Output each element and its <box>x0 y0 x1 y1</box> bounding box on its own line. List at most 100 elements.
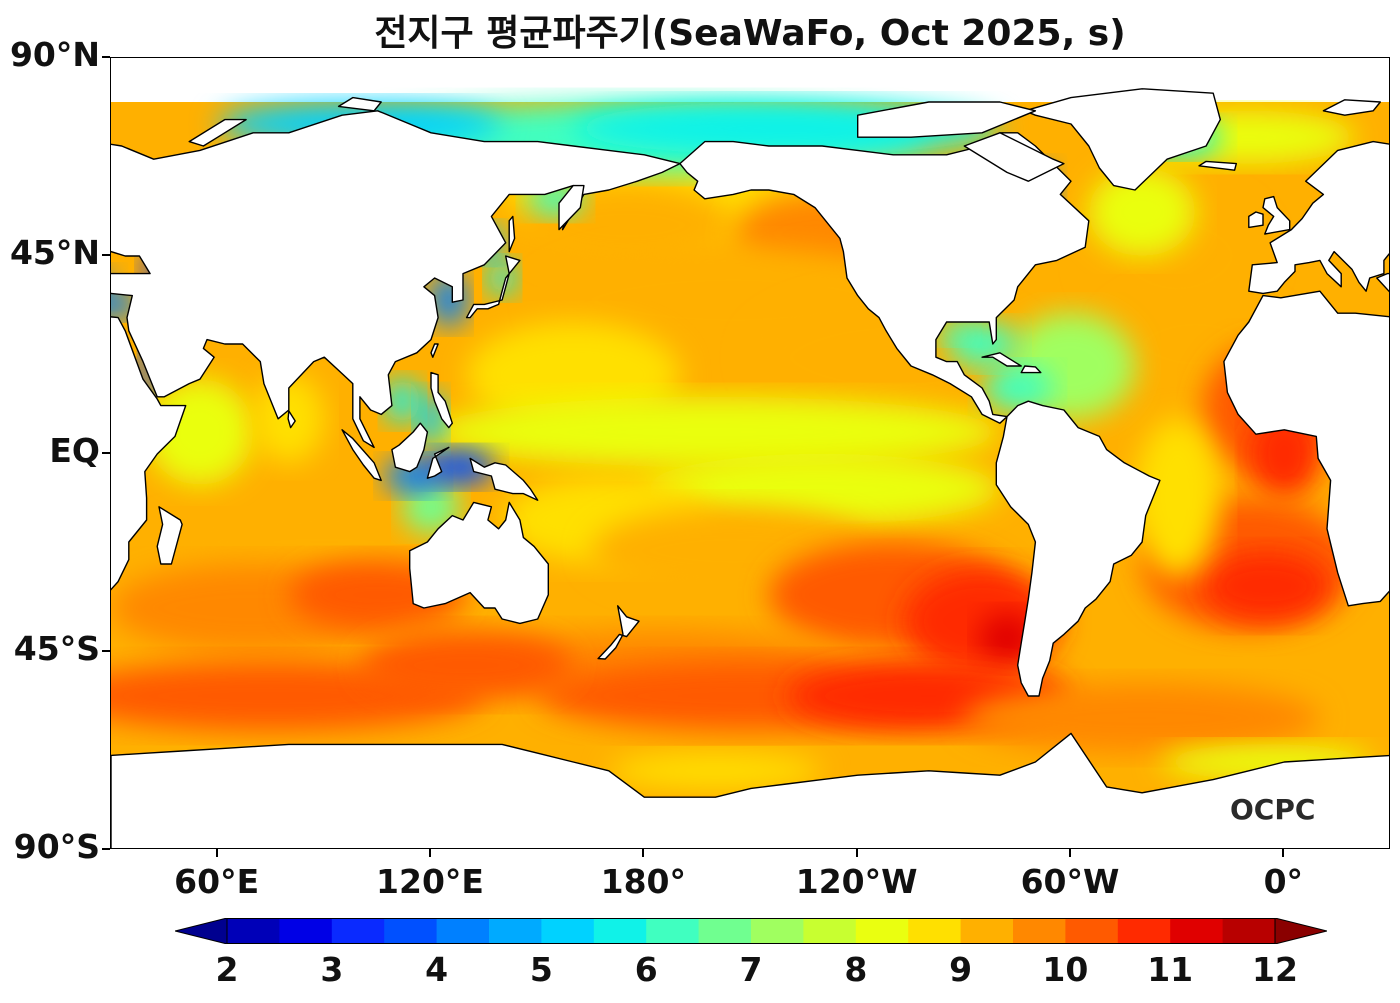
x-tick-label: 180° <box>600 862 687 901</box>
colorbar-bin <box>1065 918 1119 944</box>
wave-period-region <box>1135 418 1221 578</box>
x-tick-label: 120°W <box>795 862 918 901</box>
colorbar-bin <box>489 918 542 944</box>
colorbar-bin <box>1013 918 1066 944</box>
colorbar-frame <box>226 918 1276 944</box>
shallow-sea-region <box>384 379 421 424</box>
wave-period-region <box>1088 168 1196 256</box>
shallow-sea-region <box>423 449 496 485</box>
wave-period-region <box>359 630 574 701</box>
borneo-landmass <box>391 422 429 473</box>
colorbar-bin <box>1117 918 1171 944</box>
y-tick-label: 45°N <box>9 233 100 272</box>
wave-period-region <box>402 480 460 534</box>
x-tick-label: 60°W <box>1020 862 1120 901</box>
colorbar-bin <box>698 918 752 944</box>
colorbar-bin <box>646 918 700 944</box>
wave-period-region <box>964 682 1320 754</box>
y-tick-mark <box>102 848 110 850</box>
wave-period-region <box>431 396 1000 468</box>
colorbar-bin <box>384 918 438 944</box>
colorbar-tick-label: 12 <box>1252 950 1298 989</box>
eurasia-landmass <box>1248 140 1389 295</box>
colorbar-bin <box>960 918 1014 944</box>
colorbar-bin <box>908 918 962 944</box>
x-tick-label: 60°E <box>174 862 260 901</box>
severnaya-landmass <box>337 96 382 112</box>
colorbar-extend-low <box>174 917 228 945</box>
madagascar-landmass <box>156 506 183 565</box>
x-tick-mark <box>1282 849 1285 857</box>
greenland-landmass <box>1024 88 1221 191</box>
taiwan-landmass <box>430 343 439 358</box>
colorbar-tick-label: 5 <box>529 950 553 989</box>
australia-landmass <box>409 501 549 625</box>
y-tick-label: 45°S <box>13 629 100 668</box>
x-tick-mark <box>1069 849 1071 857</box>
philippines-landmass <box>430 371 453 429</box>
x-tick-mark <box>642 849 645 857</box>
colorbar-bin <box>803 918 857 944</box>
colorbar-tick-label: 8 <box>844 950 868 989</box>
colorbar <box>174 917 1328 945</box>
map-panel <box>110 57 1390 849</box>
land-masses <box>111 88 1389 848</box>
shallow-sea-region <box>982 366 1054 410</box>
kamchatka-landmass <box>558 184 585 231</box>
colorbar-tick-label: 11 <box>1147 950 1194 989</box>
y-tick-label: EQ <box>49 431 100 470</box>
colorbar-bin <box>751 918 804 944</box>
newguinea-landmass <box>469 457 539 501</box>
sumatra-landmass <box>341 429 382 482</box>
colorbar-tick-label: 2 <box>215 950 239 989</box>
wave-period-map <box>111 88 1389 848</box>
colorbar-tick-label: 10 <box>1042 950 1089 989</box>
eurasia-landmass <box>111 110 681 449</box>
colorbar-tick-label: 4 <box>425 950 449 989</box>
colorbar-bin <box>436 918 490 944</box>
colorbar-bin <box>279 918 333 944</box>
wave-period-region <box>1202 550 1331 622</box>
baffin-landmass <box>963 132 1065 182</box>
x-tick-mark <box>855 849 858 857</box>
japan-landmass <box>465 255 521 319</box>
colorbar-bin <box>541 918 595 944</box>
sakhalin-landmass <box>508 215 516 253</box>
shallow-sea-region <box>939 326 975 345</box>
antarctica-landmass <box>111 732 1389 848</box>
sulawesi-landmass <box>426 446 450 479</box>
colorbar-bin <box>227 918 280 944</box>
y-tick-mark <box>102 56 110 58</box>
y-tick-label: 90°N <box>9 35 100 74</box>
colorbar-tick-label: 6 <box>634 950 658 989</box>
svalbard-landmass <box>1322 99 1381 116</box>
map-title: 전지구 평균파주기(SeaWaFo, Oct 2025, s) <box>374 13 1126 54</box>
hispaniola-landmass <box>1020 365 1042 374</box>
colorbar-tick-label: 9 <box>949 950 973 989</box>
ocpc-logo: OCPC <box>1230 793 1316 826</box>
novaya-zemlya-landmass <box>188 118 247 147</box>
x-tick-mark <box>429 849 431 857</box>
srilanka-landmass <box>287 410 296 429</box>
colorbar-bin <box>593 918 647 944</box>
arctic-archipelago-landmass <box>857 101 1037 138</box>
iceland-landmass <box>1198 160 1237 171</box>
colorbar-bin <box>1222 918 1276 944</box>
cuba-landmass <box>981 352 1022 367</box>
y-tick-mark <box>102 254 110 256</box>
south-america-landmass <box>995 400 1161 697</box>
colorbar-bin <box>331 918 385 944</box>
y-tick-label: 90°S <box>13 827 100 866</box>
colorbar-bin <box>1170 918 1224 944</box>
newzealand-landmass <box>597 605 640 660</box>
colorbar-bin <box>855 918 909 944</box>
x-tick-label: 120°E <box>376 862 484 901</box>
ireland-landmass <box>1248 211 1264 229</box>
wave-period-region <box>608 753 823 789</box>
x-tick-mark <box>215 849 218 857</box>
colorbar-tick-label: 3 <box>320 950 344 989</box>
africa-landmass <box>1223 290 1389 607</box>
greatbritain-landmass <box>1262 195 1291 235</box>
colorbar-tick-label: 7 <box>739 950 763 989</box>
y-tick-mark <box>102 452 110 454</box>
